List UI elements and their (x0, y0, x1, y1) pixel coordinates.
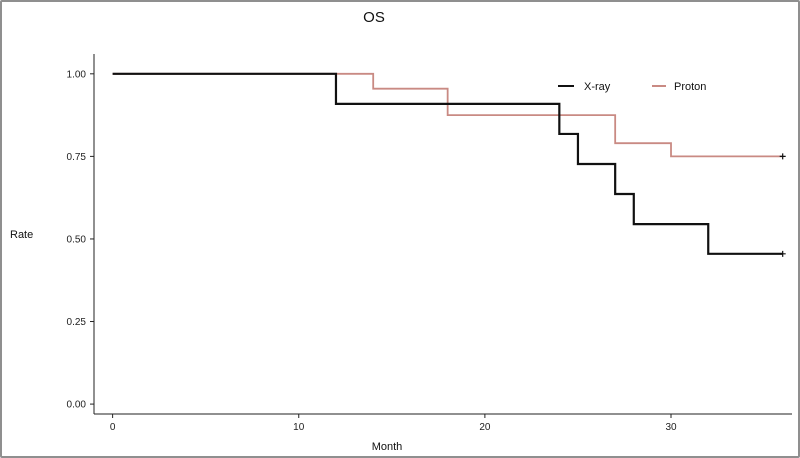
y-tick-label: 1.00 (67, 69, 87, 80)
y-axis-label: Rate (10, 229, 33, 241)
y-tick-label: 0.50 (67, 234, 87, 245)
y-ticks: 0.00 0.25 0.50 0.75 1.00 (67, 69, 94, 411)
series-layer (112, 72, 786, 257)
y-tick-label: 0.00 (67, 400, 87, 411)
x-tick-label: 30 (665, 422, 677, 433)
series-proton-line (112, 72, 783, 158)
x-tick-label: 10 (293, 422, 305, 433)
x-axis-label: Month (372, 441, 403, 453)
series-x-ray-censor-mark (779, 250, 786, 257)
chart-legend: X-ray Proton (558, 81, 706, 93)
x-tick-label: 20 (479, 422, 491, 433)
series-proton-censor-mark (779, 153, 786, 160)
x-tick-label: 0 (110, 422, 116, 433)
y-tick-label: 0.75 (67, 152, 87, 163)
legend-label-xray: X-ray (584, 81, 611, 93)
legend-label-proton: Proton (674, 81, 706, 93)
x-ticks: 0 10 20 30 (110, 414, 677, 433)
series-x-ray-line (112, 72, 783, 255)
chart-title: OS (363, 9, 385, 26)
y-tick-label: 0.25 (67, 317, 87, 328)
